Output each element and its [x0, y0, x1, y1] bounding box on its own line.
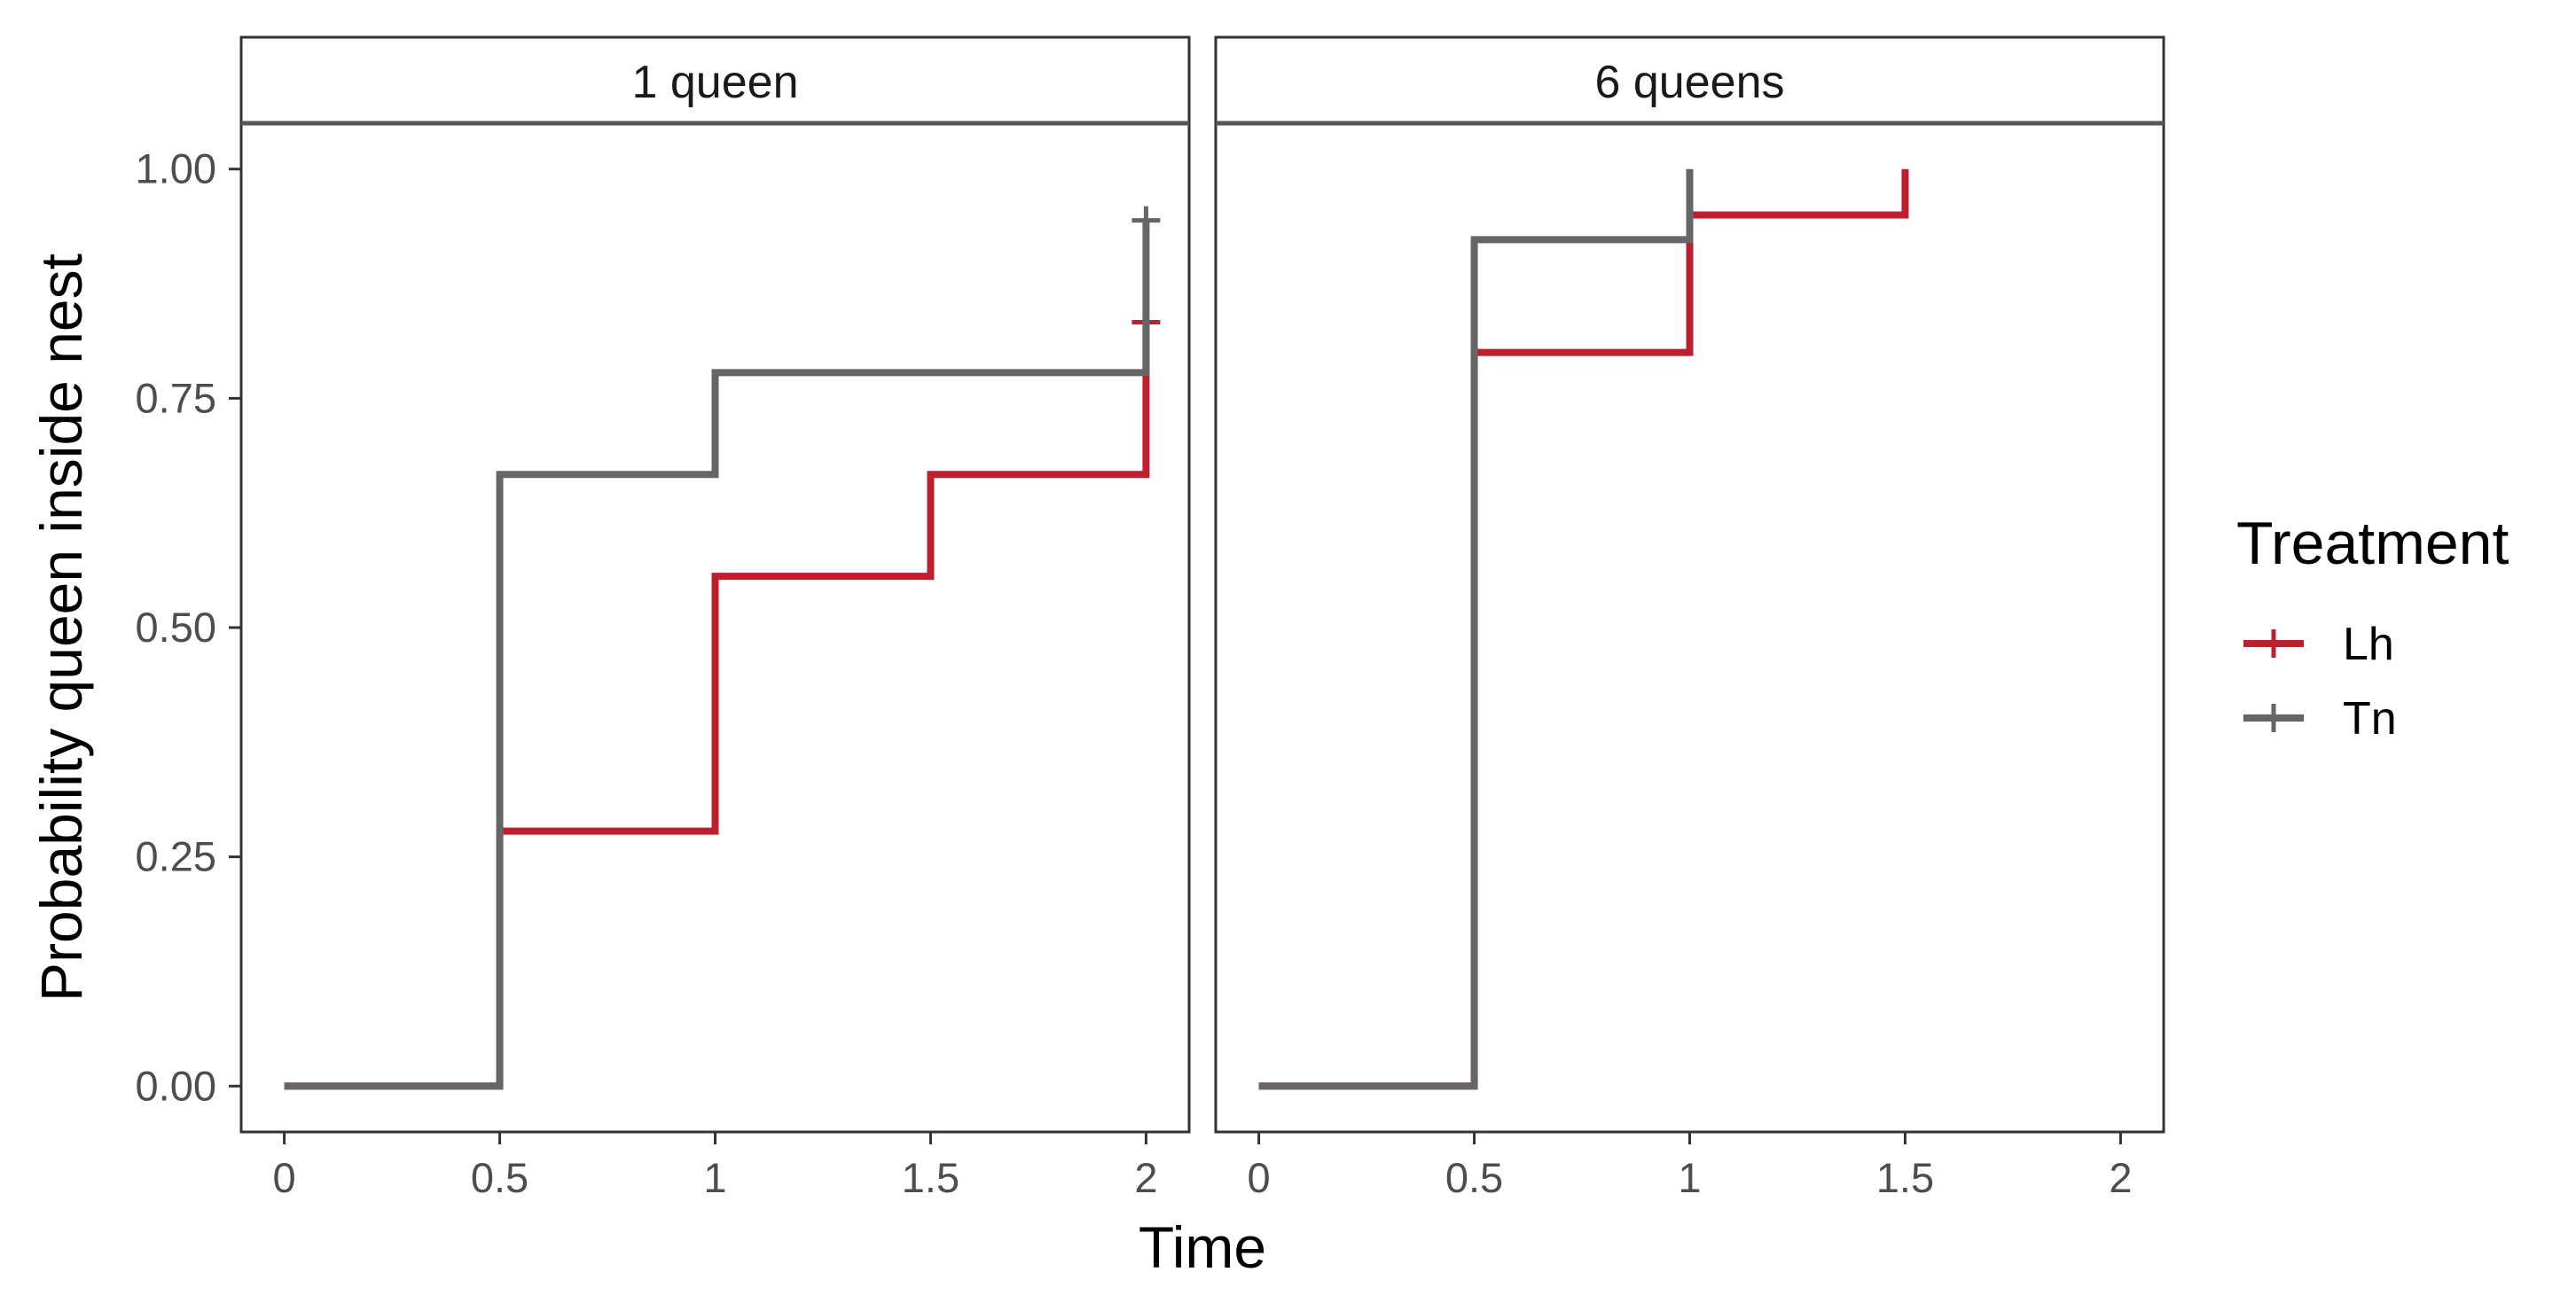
x-tick-label: 0.5: [471, 1154, 529, 1201]
legend-title: Treatment: [2236, 510, 2509, 577]
x-tick-label: 2: [2109, 1154, 2132, 1201]
series-line-tn: [284, 220, 1150, 1090]
x-axis-title: Time: [1139, 1214, 1266, 1280]
legend-label-tn: Tn: [2343, 693, 2397, 745]
x-tick-label: 0: [1248, 1154, 1271, 1201]
y-axis-title: Probability queen inside nest: [28, 254, 94, 1002]
x-tick-label: 2: [1134, 1154, 1157, 1201]
x-tick-label: 1.5: [902, 1154, 959, 1201]
x-tick-label: 1: [703, 1154, 726, 1201]
facet-strip-title: 6 queens: [1595, 57, 1785, 108]
x-tick-label: 1: [1678, 1154, 1701, 1201]
y-tick-label: 0.00: [136, 1062, 216, 1109]
x-tick-label: 0.5: [1445, 1154, 1503, 1201]
facet-strip: [239, 35, 1191, 125]
y-tick-label: 1.00: [136, 145, 216, 192]
series-line-tn: [1258, 168, 1694, 1090]
facet-strip: [1214, 35, 2165, 125]
x-tick-label: 0: [273, 1154, 296, 1201]
facet-strip-title: 1 queen: [632, 57, 799, 108]
legend-label-lh: Lh: [2343, 619, 2394, 670]
y-tick-label: 0.50: [136, 604, 216, 651]
y-tick-label: 0.25: [136, 833, 216, 880]
y-tick-label: 0.75: [136, 374, 216, 421]
x-tick-label: 1.5: [1876, 1154, 1934, 1201]
